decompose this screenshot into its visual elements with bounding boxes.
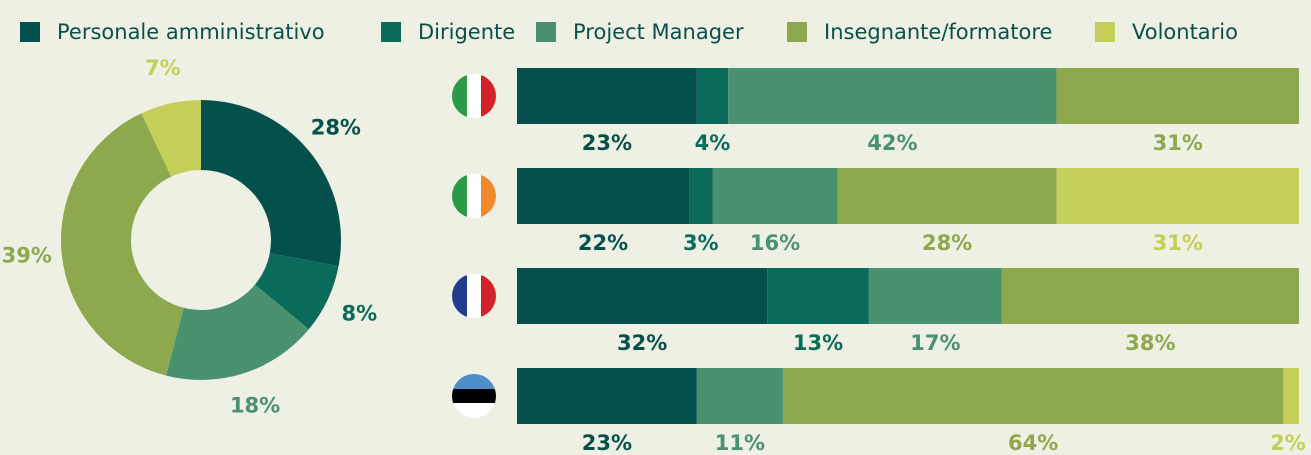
legend-swatch (1095, 22, 1115, 42)
bar-segment (517, 168, 690, 224)
legend-swatch (20, 22, 40, 42)
donut-slice (166, 284, 309, 380)
slice-label: 39% (2, 243, 52, 267)
bar-label: 4% (695, 131, 731, 155)
bar-label: 22% (578, 231, 628, 255)
bar-segment (837, 168, 1057, 224)
flag-italy (452, 74, 496, 118)
bar-label: 38% (1125, 331, 1175, 355)
bar-segment (1056, 68, 1299, 124)
slice-label: 7% (145, 56, 181, 80)
flag-ireland (452, 174, 496, 218)
slice-label: 28% (311, 115, 361, 139)
bar-label: 32% (617, 331, 667, 355)
legend-label: Volontario (1132, 20, 1238, 44)
bar-label: 31% (1153, 131, 1203, 155)
bar-label: 31% (1153, 231, 1203, 255)
bar-segment (696, 68, 729, 124)
bar-segment (868, 268, 1002, 324)
bar-segment (517, 68, 697, 124)
bar-label: 17% (910, 331, 960, 355)
donut-slice (254, 253, 339, 330)
bar-label: 16% (750, 231, 800, 255)
legend-label: Insegnante/formatore (824, 20, 1052, 44)
bar-label: 23% (582, 131, 632, 155)
flag-france (452, 274, 496, 318)
donut-slice (201, 100, 341, 267)
bar-segment (767, 268, 869, 324)
bar-label: 3% (683, 231, 719, 255)
donut-slice (60, 113, 184, 376)
legend-swatch (787, 22, 807, 42)
bar-label: 2% (1270, 431, 1306, 455)
bar-label: 42% (867, 131, 917, 155)
flag-estonia (452, 374, 496, 418)
bar-segment (696, 368, 783, 424)
legend-label: Dirigente (418, 20, 515, 44)
legend-swatch (536, 22, 556, 42)
bar-segment (517, 368, 697, 424)
slice-label: 8% (342, 302, 378, 326)
bar-label: 11% (715, 431, 765, 455)
slice-label: 18% (230, 393, 280, 417)
bar-segment (517, 268, 768, 324)
bar-segment (689, 168, 713, 224)
bar-segment (1056, 168, 1299, 224)
donut-slice (141, 100, 201, 177)
bar-segment (1001, 268, 1299, 324)
bar-segment (782, 368, 1284, 424)
bar-label: 64% (1008, 431, 1058, 455)
legend-label: Project Manager (573, 20, 744, 44)
bar-segment (712, 168, 838, 224)
bar-label: 28% (922, 231, 972, 255)
legend-label: Personale amministrativo (57, 20, 325, 44)
bar-label: 13% (793, 331, 843, 355)
bar-label: 23% (582, 431, 632, 455)
legend-swatch (381, 22, 401, 42)
bar-segment (728, 68, 1057, 124)
bar-segment (1283, 368, 1299, 424)
